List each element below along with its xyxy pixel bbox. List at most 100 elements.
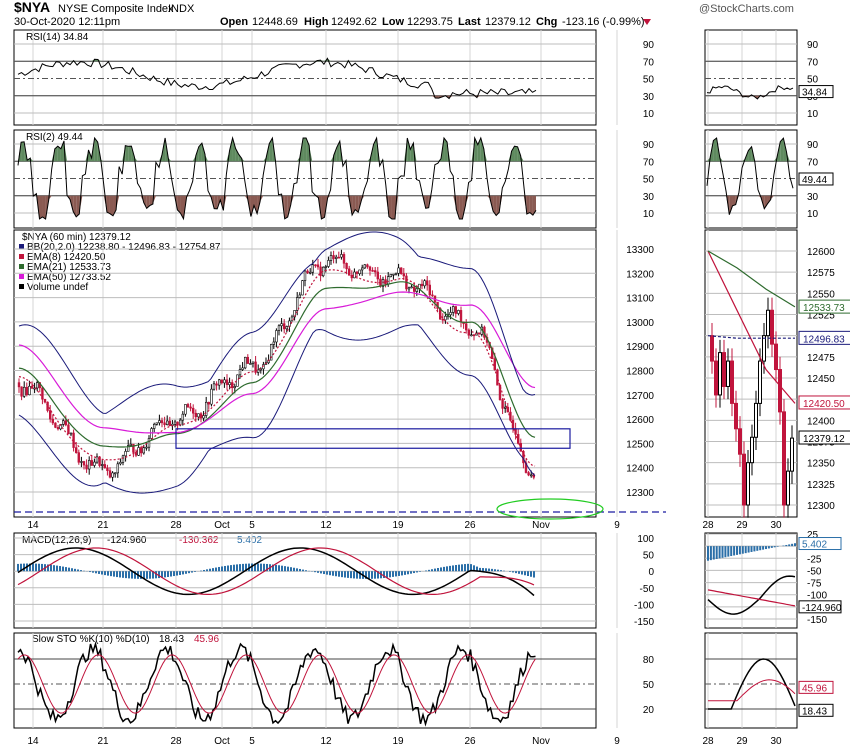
macd-histogram-bar [314,571,316,573]
macd-histogram-bar [272,564,274,572]
macd-histogram-bar [65,567,67,572]
price-candle [22,386,26,397]
right-candle [762,335,766,362]
rsi14-label: RSI(14) 34.84 [26,32,89,43]
macd-histogram-bar [179,571,181,575]
macd-tick: -50 [640,584,655,595]
rsi2-oversold-fill [532,195,536,216]
macd-right-histogram-bar [785,544,788,547]
macd-histogram-bar [494,569,496,572]
macd-tick: -150 [634,617,654,628]
macd-histogram-bar [341,571,343,578]
macd-histogram-bar [230,565,232,572]
rsi2-overbought-fill [382,159,386,162]
macd-histogram-bar [488,568,490,572]
open-label: Open [220,16,248,28]
rsi2-tick: 70 [643,157,655,168]
legend-swatch [19,284,24,289]
macd-right-tick: -50 [807,566,822,577]
legend-entry: Volume undef [27,282,88,293]
rsi2-oversold-fill [73,195,77,217]
price-candle [233,386,236,389]
rsi2-oversold-fill [459,195,463,220]
price-candle [145,446,148,449]
macd-histogram-bar [278,565,280,572]
price-candle [244,356,247,369]
macd-histogram-bar [158,571,160,579]
macd-right-value-label: -124.960 [802,603,842,614]
x-axis-right-label: 28 [702,736,714,747]
rsi14-right-tick: 10 [807,109,819,120]
macd-right-histogram-bar [767,546,770,549]
price-candle [358,269,361,274]
price-right-value-label: 12379.12 [803,434,845,445]
macd-histogram-bar [290,567,292,572]
price-candle [67,424,70,434]
macd-histogram-bar [110,571,112,577]
x-axis-label: 26 [464,520,476,531]
price-candle [394,272,398,275]
macd-right-histogram-bar [718,546,721,559]
price-candle [181,413,184,421]
price-candle [132,443,135,453]
price-candle [381,279,385,287]
macd-histogram-bar [182,571,184,575]
x-axis-label: 28 [170,520,182,531]
macd-histogram-bar [77,569,79,572]
macd-histogram-bar [386,571,388,578]
price-candle [428,284,431,296]
rsi2-oversold-fill [250,195,255,217]
right-candle [710,335,714,362]
rsi2-oversold-fill [103,195,107,213]
macd-histogram-bar [203,569,205,572]
macd-right-histogram-bar [730,546,733,557]
x-axis-label: 19 [392,520,404,531]
price-candle [342,254,346,264]
macd-histogram-bar [47,564,49,572]
price-candle [285,326,288,330]
macd-histogram-bar [434,568,436,572]
rsi2-overbought-fill [269,137,273,162]
price-candle [360,267,364,271]
macd-histogram-bar [284,566,286,572]
macd-tick: 0 [648,567,654,578]
price-candle [451,306,455,313]
price-candle [347,268,351,276]
x-axis-right-label: 30 [770,520,782,531]
price-candle [223,379,226,384]
axis-layer: 9090707050503030101034.84909070705050303… [27,40,850,747]
price-candle [30,385,34,389]
price-candle [327,260,330,267]
macd-histogram-bar [32,563,34,572]
ema50-line [18,291,536,434]
rsi2-oversold-fill [391,195,396,220]
price-candle [210,388,213,405]
x-axis-label: 5 [249,736,255,747]
right-ma-line [707,335,795,339]
macd-right-histogram-bar [712,546,715,560]
price-candle [69,432,73,435]
macd-histogram-bar [92,571,94,573]
price-candle [121,455,125,463]
rsi2-oversold-fill [345,195,350,198]
highlight-ellipse [496,498,604,520]
price-candle [246,356,249,364]
sto-d-line [17,654,536,714]
x-axis-label: Oct [214,520,230,531]
macd-histogram-bar [71,568,73,572]
macd-right-frame [704,532,798,629]
price-candle [516,434,520,444]
macd-histogram-bar [212,568,214,572]
price-candle [272,341,275,345]
macd-value-3: 5.402 [237,535,262,546]
price-candle [368,266,372,271]
macd-histogram-bar [62,566,64,572]
macd-histogram-bar [293,567,295,572]
sto-tick: 20 [643,705,655,716]
price-candle [353,271,356,279]
price-candle [275,330,278,343]
macd-right-histogram-bar [715,546,718,559]
right-candle [742,453,746,506]
price-candle [238,369,242,376]
macd-histogram-bar [80,570,82,572]
